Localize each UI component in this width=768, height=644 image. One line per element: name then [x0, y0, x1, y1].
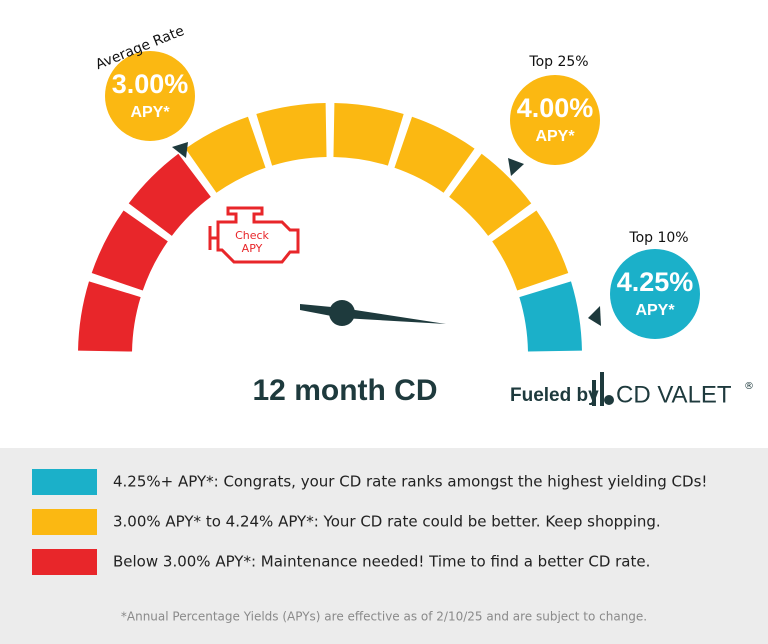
legend-panel [0, 448, 768, 644]
engine-text: APY [242, 242, 263, 255]
brand-mark: ® [744, 381, 754, 392]
legend-swatch [32, 469, 97, 495]
legend-text: 3.00% APY* to 4.24% APY*: Your CD rate c… [113, 513, 661, 531]
marker-label: Top 25% [528, 54, 588, 70]
legend-text: 4.25%+ APY*: Congrats, your CD rate rank… [113, 473, 707, 491]
unit: APY* [130, 104, 170, 121]
unit: APY* [635, 302, 675, 319]
brand-prefix: Fueled by [510, 385, 599, 406]
marker-average: 3.00% APY* Average Rate [93, 23, 195, 158]
brand-name: CD VALET [616, 381, 732, 408]
rate: 4.00% [517, 93, 594, 123]
engine-light: Check APY [208, 206, 300, 264]
engine-text: Check [235, 229, 269, 242]
footnote: *Annual Percentage Yields (APYs) are eff… [121, 610, 647, 624]
legend-swatch [32, 509, 97, 535]
needle [300, 300, 446, 326]
brand: Fueled by CD VALET ® [510, 372, 754, 408]
marker-label: Top 10% [628, 230, 688, 246]
gauge-segment [256, 103, 327, 166]
gauge-segment [394, 116, 475, 193]
gauge-segment [78, 281, 141, 352]
rate: 4.25% [617, 267, 694, 297]
gauge-segment [492, 210, 569, 291]
product-title: 12 month CD [252, 374, 437, 407]
gauge-segment [449, 153, 532, 236]
legend-text: Below 3.00% APY*: Maintenance needed! Ti… [113, 553, 650, 571]
gauge [78, 103, 582, 352]
gauge-segment [91, 210, 168, 291]
gauge-segment [519, 281, 582, 352]
gauge-segment [185, 116, 266, 193]
rate: 3.00% [112, 69, 189, 99]
unit: APY* [535, 128, 575, 145]
marker-top25: 4.00% APY* Top 25% [508, 54, 600, 176]
gauge-segment [128, 153, 211, 236]
legend-swatch [32, 549, 97, 575]
marker-top10: 4.25% APY* Top 10% [588, 230, 700, 339]
gauge-segment [333, 103, 404, 166]
